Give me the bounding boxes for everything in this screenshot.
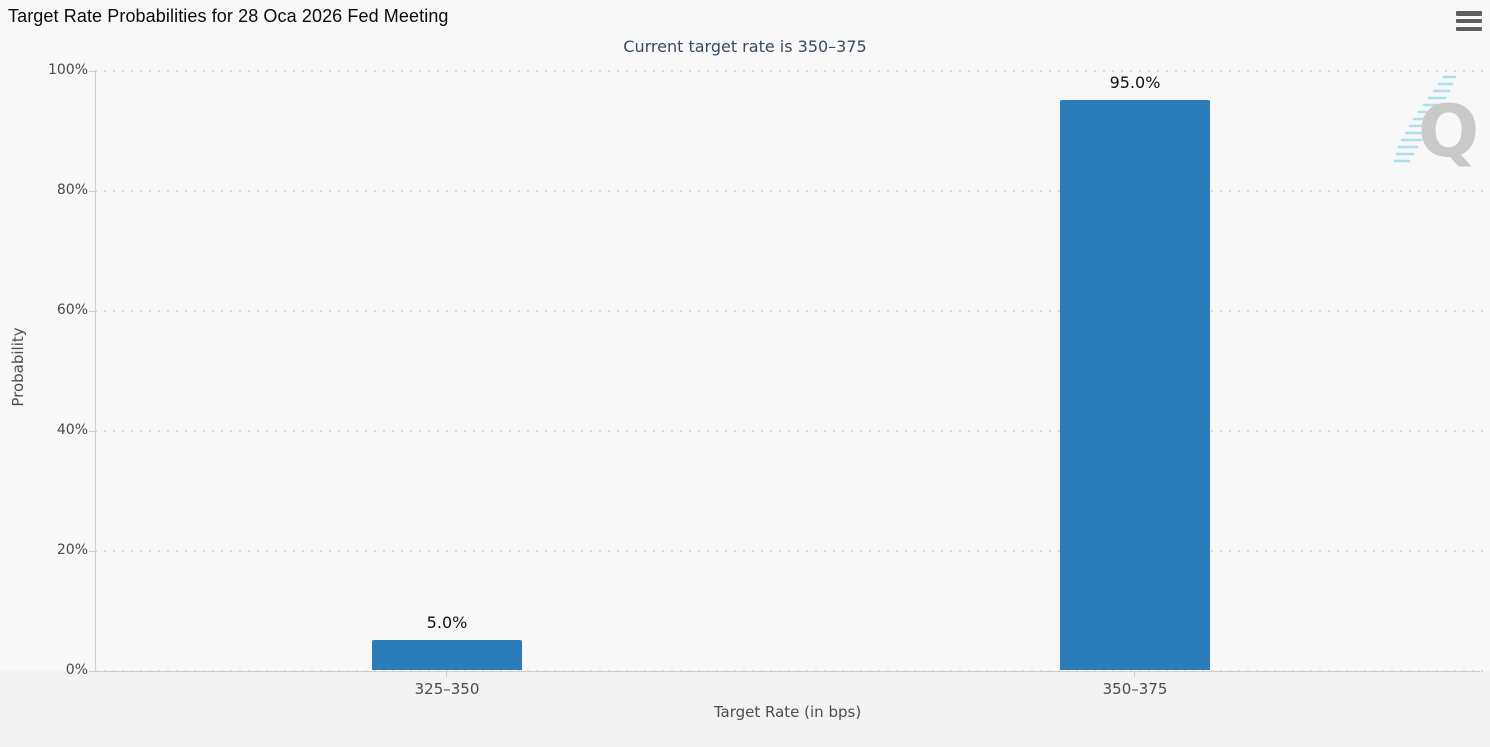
y-tick-label-20: 20% <box>56 542 88 558</box>
y-tick-label-40: 40% <box>56 422 88 438</box>
y-gridline-60 <box>95 310 1490 312</box>
bar-325-350[interactable] <box>372 640 522 670</box>
y-tick-label-80: 80% <box>56 182 88 198</box>
hamburger-bar <box>1456 11 1482 16</box>
x-tick-mark <box>1134 672 1135 677</box>
y-gridline-100 <box>95 70 1490 72</box>
y-gridline-20 <box>95 550 1490 552</box>
bar-value-label: 5.0% <box>426 613 468 632</box>
bar-350-375[interactable] <box>1060 100 1210 670</box>
hamburger-bar <box>1456 26 1482 31</box>
y-axis-title: Probability <box>9 327 27 407</box>
y-tick-mark <box>89 311 95 312</box>
chart-background <box>0 0 1490 671</box>
hamburger-menu-icon[interactable] <box>1455 9 1483 33</box>
y-tick-mark <box>89 671 95 672</box>
y-axis-line <box>95 71 96 672</box>
y-tick-mark <box>89 71 95 72</box>
y-gridline-80 <box>95 190 1490 192</box>
chart-subtitle: Current target rate is 350–375 <box>623 37 867 56</box>
y-gridline-40 <box>95 430 1490 432</box>
x-tick-mark <box>446 672 447 677</box>
bar-value-label: 95.0% <box>1109 73 1161 92</box>
y-tick-mark <box>89 551 95 552</box>
y-tick-mark <box>89 431 95 432</box>
y-tick-mark <box>89 191 95 192</box>
x-axis-line <box>95 671 1480 672</box>
y-tick-label-100: 100% <box>47 62 88 78</box>
y-tick-label-0: 0% <box>65 662 88 678</box>
chart-title: Target Rate Probabilities for 28 Oca 202… <box>8 6 449 26</box>
x-axis-title: Target Rate (in bps) <box>713 703 862 721</box>
x-category-label: 350–375 <box>1102 680 1168 698</box>
plot-area: 5.0% 95.0% 325–350 350–375 <box>89 70 1490 698</box>
y-tick-label-60: 60% <box>56 302 88 318</box>
hamburger-bar <box>1456 18 1482 24</box>
x-category-label: 325–350 <box>414 680 480 698</box>
